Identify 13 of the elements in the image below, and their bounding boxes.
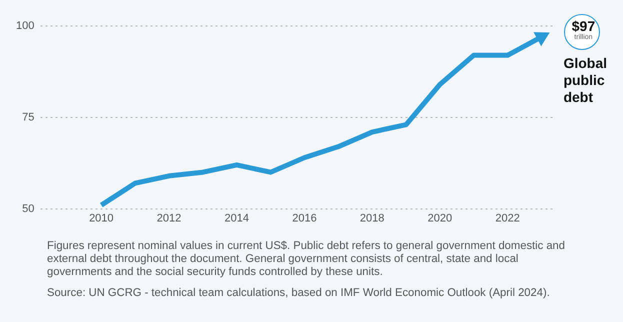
y-tick-label: 50: [22, 202, 34, 215]
x-tick-label: 2018: [360, 212, 384, 224]
y-tick-label: 100: [16, 20, 34, 32]
x-tick-label: 2020: [428, 212, 452, 224]
x-tick-label: 2022: [495, 212, 520, 224]
x-tick-label: 2016: [292, 212, 317, 224]
y-tick-label: 75: [22, 111, 34, 124]
text: Figures represent nominal values in current US$. Public debt refers to general government domestic and external debt throughout the document. General government consists of central, state and local governments and the social security funds controlled by these units.: [47, 240, 566, 279]
annotation: Global public debt: [563, 54, 608, 106]
x-tick-label: 2012: [156, 212, 182, 224]
source-note: Source: UN GCRG - technical team calculations, based on IMF World Economic Outlook (April 2024).: [47, 287, 551, 300]
x-tick-label: 2010: [89, 212, 114, 224]
x-tick-label: 2014: [224, 212, 249, 224]
